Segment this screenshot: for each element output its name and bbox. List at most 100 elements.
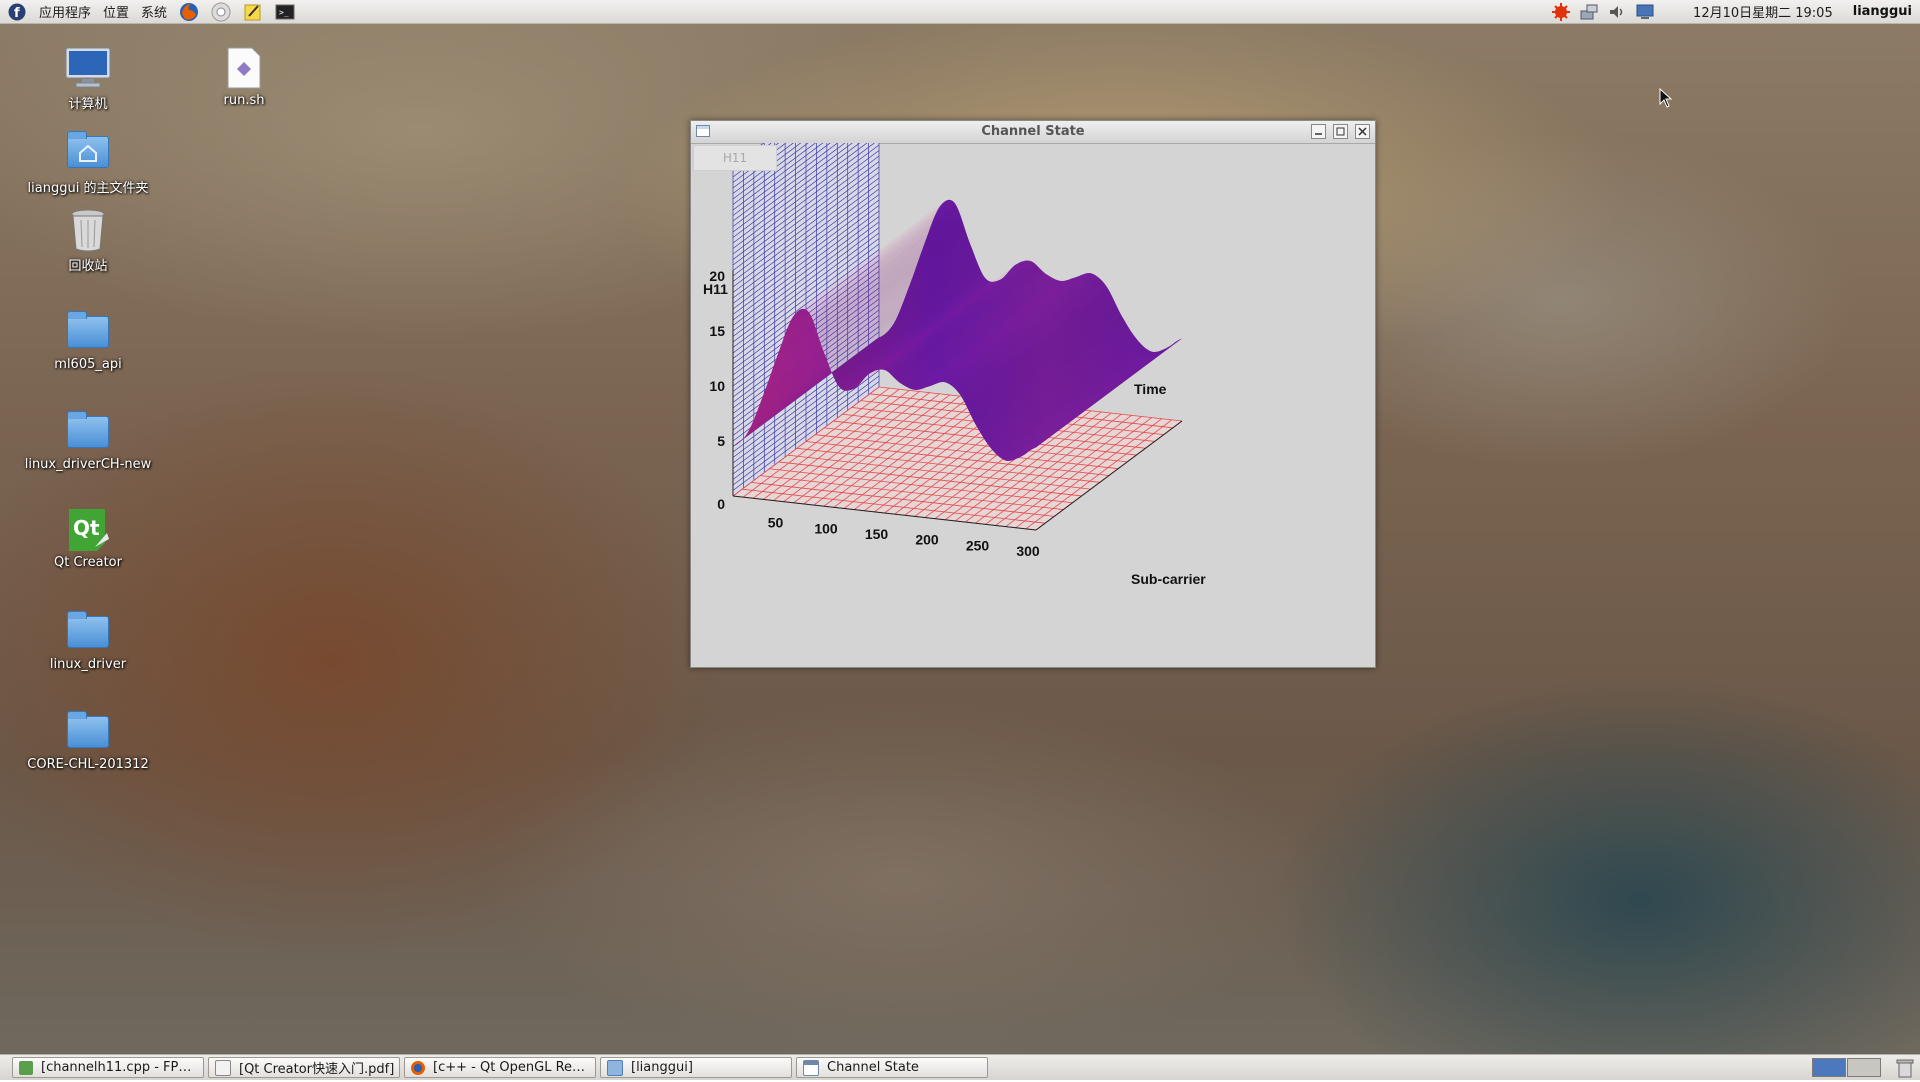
surface-shade-strip bbox=[867, 264, 1016, 376]
back-wall-gridline bbox=[732, 143, 861, 238]
task-lianggui-folder[interactable]: [lianggui] bbox=[600, 1057, 792, 1078]
desktop-icon-trash[interactable]: 回收站 bbox=[13, 208, 163, 274]
qt-creator-icon: Qt bbox=[64, 508, 112, 552]
close-button[interactable] bbox=[1355, 124, 1370, 139]
back-wall-gridline bbox=[732, 243, 880, 354]
back-wall-gridline bbox=[732, 205, 880, 315]
surface-shade-strip bbox=[979, 321, 1128, 434]
channel-surface-plot[interactable]: 0 5 10 15 20 50 100 150 200 250 300 H11 Time Sub-… bbox=[691, 143, 1375, 667]
back-wall-gridline bbox=[732, 143, 868, 244]
workspace-2-button[interactable] bbox=[1847, 1058, 1881, 1077]
back-wall-gridline bbox=[732, 183, 880, 293]
floor-gridline bbox=[815, 434, 1119, 470]
surface-shade-strip bbox=[787, 213, 936, 327]
surface-shade-strip bbox=[759, 290, 908, 406]
surface-shade-strip bbox=[740, 330, 889, 442]
folder-icon bbox=[64, 610, 112, 654]
surface-shade-strip bbox=[890, 264, 1039, 376]
chromium-icon[interactable] bbox=[210, 2, 232, 22]
surface-shade-strip bbox=[992, 341, 1141, 453]
computer-icon bbox=[64, 46, 112, 90]
surface-shade-strip bbox=[856, 276, 1004, 388]
desktop-icon-computer[interactable]: 计算机 bbox=[13, 46, 163, 112]
surface-shade-strip bbox=[831, 262, 980, 377]
surface-shade-strip bbox=[742, 328, 891, 440]
channel-state-window[interactable]: Channel State 0 5 10 15 20 50 100 150 200 250 300… bbox=[690, 120, 1376, 668]
maximize-button[interactable] bbox=[1333, 124, 1348, 139]
surface-shade-strip bbox=[748, 319, 897, 432]
svg-text:f: f bbox=[14, 6, 20, 21]
surface-shade-strip bbox=[753, 306, 902, 420]
z-tick-label: 0 bbox=[717, 496, 725, 512]
back-wall-gridline bbox=[732, 199, 880, 310]
desktop-icon-core-chl-201312[interactable]: CORE-CHL-201312 bbox=[13, 710, 163, 772]
folder-icon bbox=[64, 710, 112, 754]
z-tick-labels: 0 5 10 15 20 bbox=[709, 268, 725, 512]
panel-clock[interactable]: 12月10日星期二 19:05 bbox=[1693, 6, 1833, 21]
workspace-1-button[interactable] bbox=[1812, 1058, 1846, 1077]
back-wall-gridline bbox=[732, 188, 880, 299]
desktop-icon-label: linux_driver bbox=[49, 657, 127, 672]
x-tick-label: 100 bbox=[814, 520, 838, 536]
surface-shade-strip bbox=[772, 253, 921, 369]
task-firefox-qt-opengl[interactable]: [c++ - Qt OpenGL Re… bbox=[404, 1057, 596, 1078]
task-qt-creator-pdf[interactable]: [Qt Creator快速入门.pdf] bbox=[208, 1057, 400, 1078]
back-wall-gridline bbox=[732, 166, 880, 277]
surface-shade-strip bbox=[823, 243, 972, 358]
menu-system[interactable]: 系统 bbox=[141, 6, 168, 21]
surface-shade-strip bbox=[857, 274, 1006, 386]
desktop-icon-ml605-api[interactable]: ml605_api bbox=[13, 310, 163, 372]
trash-applet-icon[interactable] bbox=[1896, 1058, 1914, 1082]
task-channel-state[interactable]: Channel State bbox=[796, 1057, 988, 1078]
trash-icon bbox=[64, 208, 112, 252]
task-label: [channelh11.cpp - FP… bbox=[41, 1060, 192, 1075]
surface-shade-strip bbox=[967, 299, 1116, 413]
floor-gridline bbox=[751, 481, 1055, 517]
z-axis-label: H11 bbox=[703, 281, 728, 297]
back-wall-gridline bbox=[732, 143, 802, 194]
notes-icon[interactable] bbox=[242, 2, 264, 22]
surface-shade-strip bbox=[782, 227, 931, 343]
firefox-icon bbox=[411, 1060, 425, 1075]
x-tick-label: 50 bbox=[768, 515, 784, 531]
terminal-icon[interactable]: >_ bbox=[274, 2, 296, 22]
surface-shade-strip bbox=[770, 259, 919, 374]
surface-shade-strip bbox=[784, 222, 933, 337]
task-channelh11-editor[interactable]: [channelh11.cpp - FP… bbox=[12, 1057, 204, 1078]
update-icon[interactable] bbox=[1550, 2, 1572, 22]
firefox-icon[interactable] bbox=[178, 2, 200, 22]
tab-h11[interactable]: H11 bbox=[693, 145, 777, 171]
surface-shade-strip bbox=[986, 333, 1135, 446]
desktop-icon-run-sh[interactable]: run.sh bbox=[169, 46, 319, 108]
y-axis-label: Time bbox=[1134, 381, 1167, 397]
surface-shade-strip bbox=[956, 281, 1105, 393]
menu-places[interactable]: 位置 bbox=[103, 6, 130, 21]
desktop-icon-linux-driverch-new[interactable]: linux_driverCH-new bbox=[13, 410, 163, 472]
x-tick-label: 150 bbox=[865, 526, 889, 542]
desktop-icon-qt-creator[interactable]: Qt Qt Creator bbox=[13, 508, 163, 570]
menu-applications[interactable]: 应用程序 bbox=[39, 6, 92, 21]
x-tick-label: 300 bbox=[1016, 543, 1040, 559]
surface-shade-strip bbox=[827, 253, 976, 368]
display-icon[interactable] bbox=[1634, 2, 1656, 22]
surface-shade-strip bbox=[768, 264, 917, 380]
floor-gridline bbox=[769, 468, 1073, 504]
z-tick-label: 5 bbox=[717, 433, 725, 449]
surface-shade-strip bbox=[738, 332, 887, 444]
window-menu-icon[interactable] bbox=[696, 125, 710, 137]
desktop-icon-label: 回收站 bbox=[68, 259, 108, 274]
back-wall-gridline bbox=[732, 161, 880, 271]
window-title: Channel State bbox=[981, 124, 1085, 139]
minimize-button[interactable] bbox=[1311, 124, 1326, 139]
surface-shade-strip bbox=[994, 343, 1143, 455]
window-title-bar[interactable]: Channel State bbox=[691, 121, 1375, 144]
desktop-icon-linux-driver[interactable]: linux_driver bbox=[13, 610, 163, 672]
desktop-icon-home-folder[interactable]: lianggui 的主文件夹 bbox=[13, 130, 163, 196]
volume-icon[interactable] bbox=[1606, 2, 1628, 22]
network-icon[interactable] bbox=[1578, 2, 1600, 22]
back-wall-gridline bbox=[732, 249, 880, 359]
surface-shade-strip bbox=[833, 267, 982, 381]
fedora-logo-icon[interactable]: f bbox=[6, 2, 28, 22]
z-tick-label: 20 bbox=[709, 268, 725, 284]
panel-username[interactable]: lianggui bbox=[1852, 4, 1912, 19]
